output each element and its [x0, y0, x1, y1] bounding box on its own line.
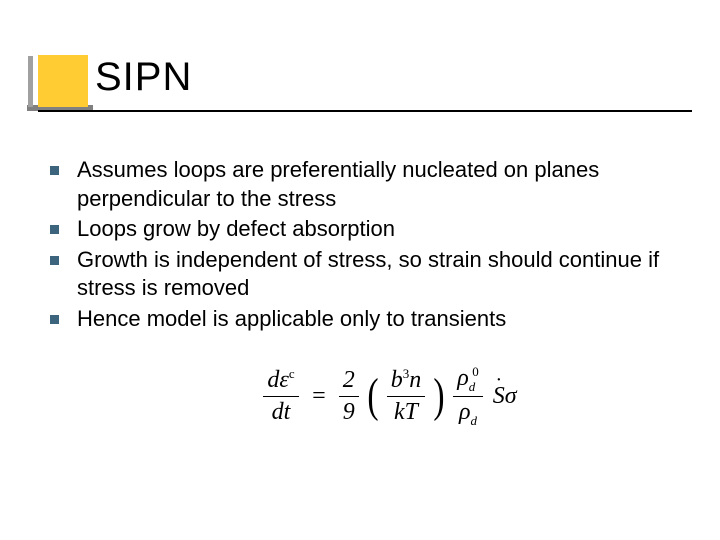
list-item: Assumes loops are preferentially nucleat…: [50, 156, 690, 213]
eq-term1-n: n: [409, 367, 421, 393]
bullet-text: Assumes loops are preferentially nucleat…: [77, 156, 690, 213]
equation: dεc dt = 2 9 ( b3n kT ) ρd0 ρd Sσ: [263, 364, 516, 430]
eq-term1-fraction: b3n kT: [387, 366, 426, 426]
eq-term2-rho: ρ: [457, 365, 469, 391]
list-item: Hence model is applicable only to transi…: [50, 305, 690, 334]
eq-term2-den-sub: d: [471, 413, 478, 428]
eq-term1-b: b: [391, 367, 403, 393]
eq-coef-num: 2: [339, 367, 359, 397]
eq-term2-den-rho: ρ: [459, 399, 471, 425]
eq-coef-den: 9: [339, 397, 359, 426]
list-item: Loops grow by defect absorption: [50, 215, 690, 244]
list-item: Growth is independent of stress, so stra…: [50, 246, 690, 303]
eq-S-dot: S: [493, 383, 505, 410]
eq-equals: =: [305, 383, 333, 409]
eq-term1-den: kT: [387, 397, 426, 426]
eq-lhs-sup: c: [289, 366, 295, 381]
bullet-text: Hence model is applicable only to transi…: [77, 305, 506, 334]
content-area: Assumes loops are preferentially nucleat…: [0, 106, 720, 429]
title-accent-box: [38, 55, 88, 107]
bullet-text: Growth is independent of stress, so stra…: [77, 246, 690, 303]
page-title: SIPN: [95, 55, 720, 106]
eq-lhs-fraction: dεc dt: [263, 366, 298, 426]
eq-sigma: σ: [505, 383, 517, 409]
bullet-list: Assumes loops are preferentially nucleat…: [50, 156, 690, 334]
bullet-marker-icon: [50, 225, 59, 234]
paren-right-icon: ): [434, 372, 445, 420]
bullet-marker-icon: [50, 166, 59, 175]
eq-lhs-num: dε: [267, 367, 288, 393]
eq-coef-fraction: 2 9: [339, 367, 359, 426]
eq-lhs-den: dt: [263, 397, 298, 426]
equation-block: dεc dt = 2 9 ( b3n kT ) ρd0 ρd Sσ: [50, 336, 690, 430]
title-block: SIPN: [0, 0, 720, 106]
title-underline: [38, 110, 692, 112]
bullet-marker-icon: [50, 256, 59, 265]
eq-term2-fraction: ρd0 ρd: [453, 364, 483, 430]
paren-left-icon: (: [367, 372, 378, 420]
title-shadow-vertical: [28, 56, 33, 107]
eq-term2-sub: d: [469, 378, 476, 393]
eq-term2-sup: 0: [472, 364, 479, 379]
bullet-marker-icon: [50, 315, 59, 324]
bullet-text: Loops grow by defect absorption: [77, 215, 395, 244]
